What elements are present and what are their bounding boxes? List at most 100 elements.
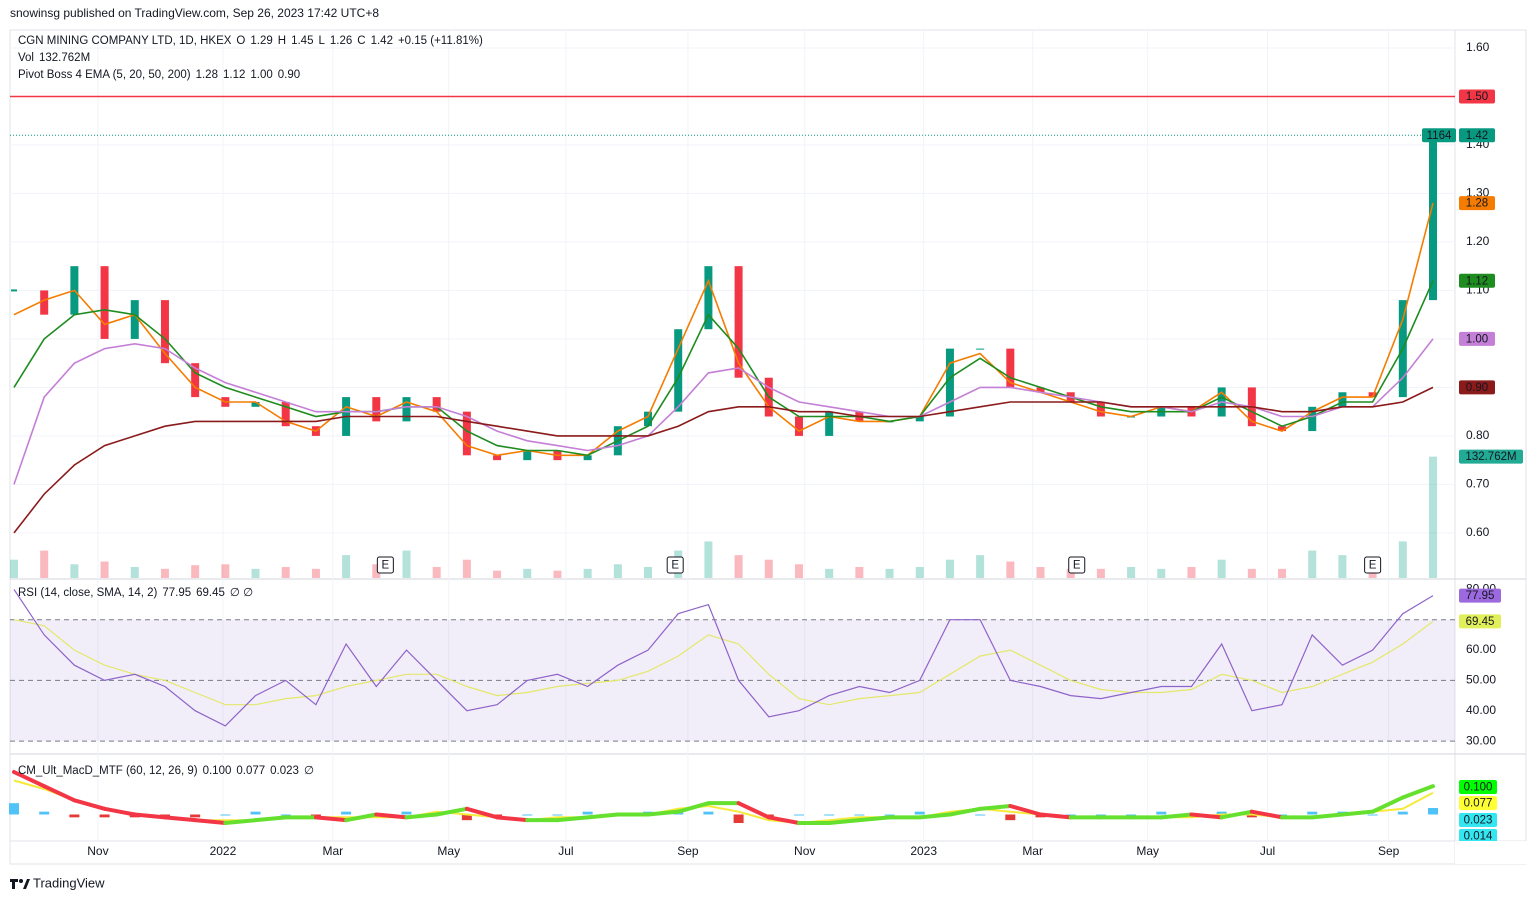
- candle: [1368, 392, 1377, 398]
- y-tick-label: 0.80: [1466, 428, 1490, 442]
- macd-segment: [374, 812, 409, 820]
- legend-text: C: [357, 35, 365, 47]
- event-label: E: [671, 560, 679, 572]
- event-marker: [1068, 556, 1086, 574]
- event-label: E: [1073, 560, 1081, 572]
- price-badge: [1422, 128, 1456, 143]
- histogram-bar: [69, 814, 80, 818]
- indicator-line: [13, 619, 1434, 706]
- histogram-bar: [190, 814, 201, 818]
- legend-text: 1.28: [196, 69, 218, 81]
- candle: [794, 416, 803, 436]
- event-marker: [1364, 556, 1382, 574]
- badge-text: 1.00: [1466, 333, 1488, 345]
- x-tick-label: Jul: [558, 844, 573, 858]
- legend-text: 132.762M: [39, 52, 90, 64]
- event-marker: [666, 556, 684, 574]
- macd-segment: [1310, 812, 1345, 820]
- volume-bar: [100, 561, 109, 578]
- macd-segment: [495, 815, 530, 823]
- candle: [100, 266, 109, 339]
- volume-bar: [976, 555, 985, 578]
- candle: [523, 450, 532, 461]
- histogram-bar: [793, 814, 804, 816]
- legend-text: CGN MINING COMPANY LTD, 1D, HKEX: [18, 35, 232, 47]
- x-tick-label: Mar: [322, 844, 343, 858]
- candle: [1429, 135, 1437, 301]
- volume-bar: [583, 568, 592, 578]
- macd-segment: [434, 806, 469, 817]
- volume-bar: [915, 567, 924, 578]
- volume-bar: [160, 568, 169, 578]
- legend-text: 0.100: [203, 765, 232, 777]
- indicator-line: [13, 589, 1434, 727]
- y-tick-label: 1.30: [1466, 186, 1490, 200]
- price-badge: [1459, 780, 1497, 794]
- legend-text: H: [278, 35, 286, 47]
- macd-segment: [1249, 809, 1285, 820]
- badge-text: 0.014: [1464, 831, 1493, 843]
- price-badge: [1459, 614, 1501, 629]
- histogram-bar: [975, 814, 986, 816]
- candle: [1006, 348, 1015, 388]
- volume-bar: [432, 567, 441, 578]
- volume-bar: [493, 570, 502, 578]
- legend-text: 1.45: [291, 35, 313, 47]
- volume-bar: [855, 567, 864, 578]
- candle: [372, 397, 381, 422]
- legend-text: L: [318, 35, 325, 47]
- legend-text: 1.42: [371, 35, 393, 47]
- legend-text: 0.077: [236, 765, 265, 777]
- volume-bar: [372, 564, 381, 578]
- badge-text: 1.12: [1466, 275, 1488, 287]
- volume-bar: [342, 555, 351, 578]
- x-tick-label: Sep: [677, 844, 699, 858]
- histogram-bar: [1216, 811, 1227, 815]
- price-badge: [1459, 273, 1495, 288]
- volume-bar: [462, 559, 471, 578]
- candle: [1338, 392, 1347, 407]
- badge-text: 1.28: [1466, 198, 1488, 210]
- badge-text: 1.42: [1466, 130, 1488, 142]
- volume-bar: [402, 550, 411, 578]
- histogram-bar: [401, 811, 412, 815]
- tv-logo: [10, 879, 30, 889]
- price-badge: [1459, 331, 1495, 346]
- price-badge: [1459, 380, 1495, 395]
- x-tick-label: May: [437, 844, 460, 858]
- histogram-bar: [522, 814, 533, 816]
- histogram-bar: [1307, 811, 1318, 815]
- macd-segment: [676, 801, 711, 814]
- volume-bar: [1036, 567, 1045, 578]
- volume-bar: [1308, 550, 1317, 578]
- volume-bar: [1127, 567, 1136, 578]
- macd-segment: [223, 818, 258, 825]
- price-badge: [1459, 196, 1495, 211]
- histogram-bar: [1126, 814, 1137, 816]
- histogram-bar: [703, 811, 714, 815]
- price-badge: [1459, 796, 1497, 810]
- x-tick-label: 2023: [910, 844, 937, 858]
- legend-text: O: [236, 35, 245, 47]
- volume-bar: [553, 570, 562, 578]
- badge-text: 1.50: [1466, 91, 1488, 103]
- histogram-bar: [1246, 814, 1257, 818]
- indicator-line: [13, 386, 1434, 534]
- macd-segment: [12, 770, 47, 789]
- macd-segment: [344, 812, 379, 823]
- histogram-bar: [280, 814, 291, 816]
- histogram-bar: [914, 811, 925, 815]
- histogram-bar: [341, 811, 352, 815]
- volume-bar: [1187, 567, 1196, 578]
- macd-segment: [585, 812, 620, 820]
- volume-bar: [1096, 568, 1105, 578]
- volume-bar: [221, 564, 230, 578]
- indicator-line: [13, 338, 1434, 485]
- macd-segment: [555, 815, 590, 823]
- macd-segment: [917, 812, 952, 820]
- macd-segment: [193, 818, 228, 825]
- candle: [251, 401, 260, 407]
- histogram-bar: [1277, 814, 1288, 816]
- volume-bar: [1157, 568, 1166, 578]
